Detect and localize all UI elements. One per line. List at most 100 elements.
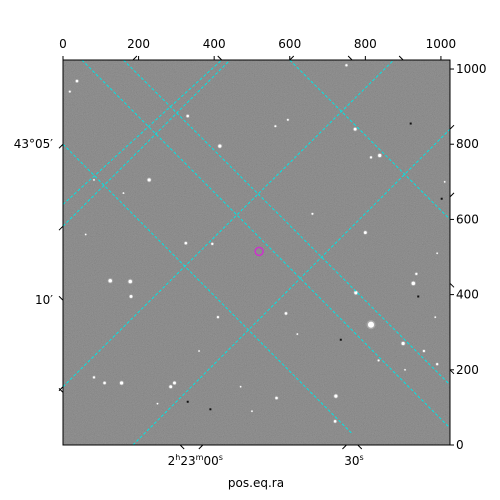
star	[169, 385, 173, 389]
star	[296, 333, 299, 335]
dark-speck	[339, 338, 342, 341]
dec-tick-label: 10′	[35, 293, 53, 307]
star	[354, 291, 358, 295]
dark-speck	[417, 295, 420, 298]
grid-edge-tick	[58, 225, 64, 231]
target-marker	[254, 246, 264, 257]
grid-edge-tick	[357, 444, 363, 450]
grid-edge-tick	[179, 444, 185, 450]
grid-line	[63, 60, 231, 227]
star	[216, 316, 220, 319]
grid-edge-tick	[342, 444, 347, 450]
right-tick-label: 400	[456, 288, 479, 302]
dark-speck	[186, 400, 189, 403]
star	[93, 179, 95, 181]
grid-edge-tick	[198, 444, 204, 450]
grid-edge-tick	[132, 55, 138, 61]
grid-edge-tick	[449, 282, 455, 288]
star	[401, 341, 405, 346]
right-tick-label: 800	[456, 137, 479, 151]
star	[211, 242, 214, 245]
star	[369, 156, 373, 159]
grid-line	[63, 143, 353, 435]
star	[436, 252, 438, 255]
star	[404, 369, 406, 371]
top-tick-label: 1000	[426, 37, 457, 51]
grid-line	[123, 60, 450, 386]
star	[436, 363, 439, 366]
star	[198, 350, 200, 352]
coordinate-grid	[63, 60, 450, 445]
right-tick-label: 0	[456, 438, 464, 452]
star	[284, 312, 288, 315]
star	[75, 79, 79, 83]
star	[422, 349, 426, 353]
star	[333, 420, 337, 423]
star	[274, 125, 277, 128]
star	[128, 279, 133, 284]
right-pixel-axis: 0 200 400 600 800 1000	[450, 62, 487, 452]
star	[84, 233, 87, 236]
top-tick-label: 400	[203, 37, 226, 51]
star	[147, 178, 151, 182]
ra-tick-label: 30s	[344, 453, 363, 468]
grid-edge-tick	[347, 55, 353, 61]
star	[173, 381, 176, 385]
ra-tick-label: 2h23m00s	[168, 453, 223, 468]
star	[103, 381, 106, 385]
star	[378, 153, 382, 158]
top-tick-label: 0	[59, 37, 67, 51]
star	[156, 402, 159, 405]
star	[311, 212, 314, 215]
top-tick-label: 200	[127, 37, 150, 51]
dark-speck	[409, 122, 412, 125]
star	[367, 321, 375, 328]
grid-line	[81, 60, 450, 429]
grid-edge-tick	[289, 55, 295, 61]
marker-layer	[254, 246, 264, 257]
star	[286, 118, 289, 121]
grid-line	[63, 60, 223, 205]
right-tick-label: 1000	[456, 62, 487, 76]
star	[377, 359, 380, 362]
grid-edge-tick	[217, 55, 223, 61]
star	[122, 192, 125, 194]
grid-edge-tick	[449, 369, 455, 375]
top-tick-label: 600	[278, 37, 301, 51]
stars-layer	[68, 63, 446, 424]
grid-edge-tick	[449, 192, 455, 198]
star	[251, 410, 253, 412]
x-axis-title: pos.eq.ra	[228, 476, 284, 490]
grid-edge-tick	[58, 295, 64, 301]
star	[275, 396, 278, 400]
star	[353, 127, 357, 131]
right-tick-label: 600	[456, 212, 479, 226]
grid-edge-tick	[58, 386, 64, 392]
world-coordinate-labels: 2h23m00s 30s 43°05′ 10′	[14, 137, 364, 468]
star	[129, 295, 133, 298]
dark-speck	[209, 408, 212, 411]
star	[345, 64, 348, 67]
star	[443, 181, 446, 183]
top-tick-label: 800	[354, 37, 377, 51]
star	[363, 231, 367, 235]
star	[334, 394, 338, 398]
grid-edge-tick	[58, 143, 64, 149]
star	[186, 114, 189, 118]
image-noise	[63, 60, 450, 445]
right-tick-label: 200	[456, 363, 479, 377]
star	[68, 90, 71, 93]
star	[108, 278, 113, 283]
sky-image	[63, 60, 450, 445]
star	[119, 381, 124, 385]
star	[92, 376, 96, 379]
star	[415, 272, 418, 276]
grid-edge-tick	[58, 388, 64, 393]
star	[218, 144, 222, 148]
grid-edge-ticks	[58, 55, 455, 450]
grid-line	[132, 128, 450, 445]
star	[184, 241, 188, 245]
top-pixel-axis: 0 200 400 600 800 1000	[59, 37, 456, 60]
plot-frame	[62, 59, 451, 446]
